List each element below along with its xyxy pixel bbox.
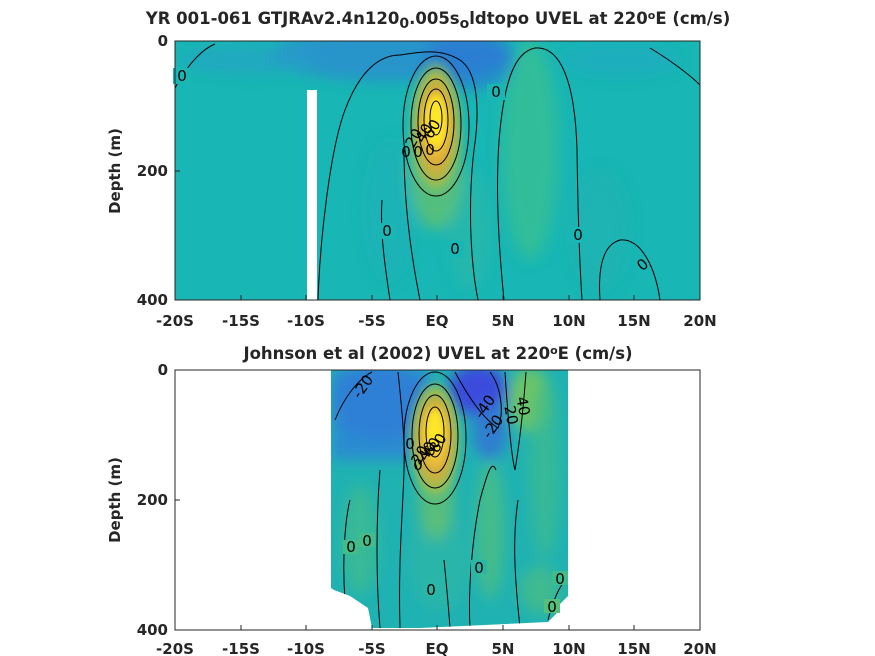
chart-bottom: Johnson et al (2002) UVEL at 220oE (cm/s… [106, 344, 717, 656]
x-tick-label: 10N [552, 640, 585, 656]
x-tick-label: -15S [222, 640, 260, 656]
x-tick-label: 20N [683, 640, 716, 656]
contour-label: 40 [512, 395, 533, 417]
contour-label: 0 [382, 222, 392, 240]
y-tick-label: 400 [137, 291, 168, 309]
chart-bottom-contours [334, 371, 567, 628]
contour-label: 0 [401, 143, 411, 161]
x-tick-label: -10S [287, 640, 325, 656]
contour-label: 0 [491, 83, 501, 101]
chart-top-title: YR 001-061 GTJRAv2.4n1200.005soldtopo UV… [145, 9, 730, 32]
chart-top-contour-labels: 0 0 0 0 0 0 0 0 0 20 40 60 [173, 67, 652, 275]
y-tick-label: 200 [137, 162, 168, 180]
x-tick-label: 10N [552, 312, 585, 330]
contour-label: 0 [177, 67, 187, 85]
contour-label: 0 [413, 456, 423, 474]
contour-label: 0 [413, 143, 423, 161]
x-tick-label: 5N [492, 312, 515, 330]
chart-top: YR 001-061 GTJRAv2.4n1200.005soldtopo UV… [106, 9, 730, 330]
x-tick-label: -5S [358, 312, 385, 330]
chart-top-axes: -20S -15S -10S -5S EQ 5N 10N 15N 20N 0 2… [106, 32, 717, 330]
contour-label: 0 [362, 532, 372, 550]
x-tick-label: -10S [287, 312, 325, 330]
contour-label: 0 [346, 538, 356, 556]
x-tick-label: 5N [492, 640, 515, 656]
y-tick-label: 0 [158, 32, 168, 50]
chart-bottom-axes: -20S -15S -10S -5S EQ 5N 10N 15N 20N 0 2… [106, 361, 717, 656]
contour-label: 0 [425, 141, 435, 159]
chart-top-contours [175, 43, 700, 300]
x-tick-label: EQ [426, 640, 449, 656]
y-axis-label: Depth (m) [106, 128, 124, 214]
y-tick-label: 400 [137, 621, 168, 639]
x-tick-label: -20S [156, 640, 194, 656]
chart-top-field [175, 41, 700, 300]
x-tick-label: -5S [358, 640, 385, 656]
y-axis-label: Depth (m) [106, 457, 124, 543]
contour-label: 0 [555, 570, 565, 588]
x-tick-label: 15N [617, 312, 650, 330]
contour-label: 0 [426, 581, 436, 599]
x-tick-label: EQ [426, 312, 449, 330]
chart-bottom-field [331, 370, 568, 628]
contour-label: 0 [405, 435, 415, 453]
chart-bottom-title: Johnson et al (2002) UVEL at 220oE (cm/s… [242, 344, 632, 363]
contour-label: 0 [573, 226, 583, 244]
y-tick-label: 0 [158, 361, 168, 379]
contour-label: 20 [500, 404, 521, 426]
x-tick-label: -15S [222, 312, 260, 330]
contour-label: 0 [450, 240, 460, 258]
contour-label: 0 [547, 598, 557, 616]
x-tick-label: 15N [617, 640, 650, 656]
x-tick-label: -20S [156, 312, 194, 330]
x-tick-label: 20N [683, 312, 716, 330]
y-tick-label: 200 [137, 491, 168, 509]
contour-label: 0 [474, 559, 484, 577]
